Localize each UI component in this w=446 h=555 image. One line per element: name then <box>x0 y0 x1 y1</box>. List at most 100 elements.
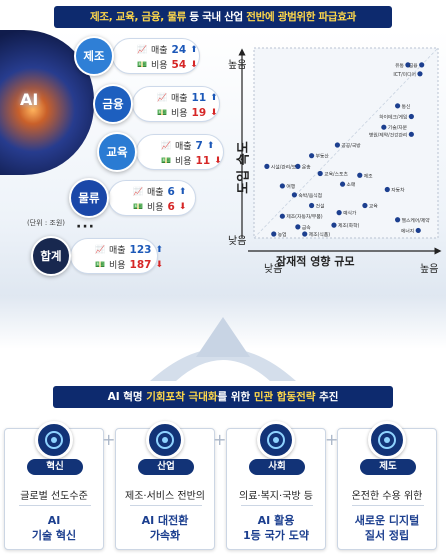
data-point <box>271 231 277 237</box>
unit-label: (단위 : 조원) <box>27 219 66 227</box>
sales-row: 📈 매출 24 ⬆ <box>137 43 198 57</box>
sales-row: 📈 매출 6 ⬆ <box>133 185 186 199</box>
data-point-label: 교육 <box>369 204 378 210</box>
cost-label: 비용 <box>108 261 126 271</box>
sales-icon: 📈 <box>137 45 147 54</box>
data-point-label: 건설 <box>316 203 325 210</box>
data-point-label: 에너지 <box>401 227 414 234</box>
sales-up-icon: ⬆ <box>206 140 215 151</box>
data-point <box>279 213 285 219</box>
cost-icon: 💵 <box>137 60 147 69</box>
cost-value: 187 <box>129 258 152 271</box>
data-point <box>264 163 270 169</box>
title-mid: 등 국내 산업 <box>186 11 247 23</box>
sales-up-icon: ⬆ <box>190 44 198 55</box>
card-headline-1: 새로운 디지털 <box>354 514 420 527</box>
data-point <box>339 181 346 187</box>
sales-icon: 📈 <box>133 187 143 196</box>
data-point <box>417 71 423 77</box>
strategy-card: 제도 온전한 수용 위한 새로운 디지털 질서 정립 <box>337 421 437 550</box>
cost-down-icon: ⬇ <box>155 259 163 270</box>
card-tag: 산업 <box>138 459 194 475</box>
data-point <box>336 210 342 216</box>
industry-stat-box: 📈 매출 24 ⬆ 💵 비용 54 ⬇ <box>112 38 200 74</box>
factory-icon <box>146 421 184 459</box>
cost-row: 💵 비용 187 ⬇ <box>95 258 163 272</box>
data-point <box>419 62 425 68</box>
strategy-card: 혁신 글로벌 선도수준 AI 기술 혁신 <box>4 421 104 550</box>
card-headline-2: 1등 국가 도약 <box>243 529 309 542</box>
card-description: 온전한 수용 위한 <box>351 491 423 502</box>
data-point-label: 제조(식품) <box>309 231 331 238</box>
data-point-label: 숙박/음식점 <box>298 192 322 199</box>
strategy-pre: AI 혁명 <box>107 391 147 403</box>
data-point <box>291 192 297 198</box>
data-point <box>302 231 308 237</box>
card-description: 제조·서비스 전반의 <box>125 491 205 502</box>
data-point <box>309 153 315 159</box>
sales-up-icon: ⬆ <box>155 244 163 255</box>
data-point <box>395 217 401 223</box>
industry-circle: 합계 <box>31 236 71 276</box>
card-tag: 사회 <box>249 459 305 475</box>
data-point-label: 여행 <box>286 183 295 190</box>
cost-value: 11 <box>195 154 211 167</box>
data-point <box>384 186 390 193</box>
data-point-label: 제조(자동차/부품) <box>286 213 322 220</box>
cost-down-icon: ⬇ <box>210 107 218 118</box>
card-divider <box>19 505 91 506</box>
cost-down-icon: ⬇ <box>214 155 222 166</box>
title-banner: 제조, 교육, 금융, 물류 등 국내 산업 전반에 광범위한 파급효과 <box>54 6 392 28</box>
card-headline-1: AI <box>47 514 61 527</box>
data-point-label: 헬스케어/제약 <box>402 217 431 224</box>
cost-icon: 💵 <box>157 108 167 117</box>
sales-icon: 📈 <box>95 245 105 254</box>
cost-icon: 💵 <box>133 202 143 211</box>
plus-icon: + <box>213 430 227 449</box>
strategy-mid: 를 위한 <box>217 391 254 403</box>
plus-icon: + <box>102 430 116 449</box>
sales-row: 📈 매출 123 ⬆ <box>95 243 163 257</box>
data-point <box>362 202 368 209</box>
data-point <box>295 163 301 169</box>
sales-row: 📈 매출 11 ⬆ <box>157 91 218 105</box>
data-point <box>408 113 414 120</box>
data-point <box>331 222 337 228</box>
card-headline-1: AI 대전환 <box>141 514 189 527</box>
data-point <box>309 202 315 209</box>
card-headline: AI 기술 혁신 <box>5 513 103 543</box>
cost-label: 비용 <box>150 61 168 71</box>
cost-row: 💵 비용 11 ⬇ <box>161 154 222 168</box>
transition-area <box>0 295 446 385</box>
sales-label: 매출 <box>150 46 168 56</box>
industry-circle: 제조 <box>74 36 114 76</box>
sales-label: 매출 <box>146 188 164 198</box>
data-point-label: 교육/스포츠 <box>324 171 348 177</box>
adoption-impact-chart: 도입 속도 높음 낮음 낮음 높음 잠재적 영향 규모 유통 금융 ICT/미디어 통… <box>220 38 446 288</box>
gear-icon <box>368 421 406 459</box>
sales-value: 24 <box>171 43 187 56</box>
card-headline-2: 가속화 <box>149 529 181 542</box>
card-headline: AI 활용 1등 국가 도약 <box>227 513 325 543</box>
plus-icon: + <box>325 430 339 449</box>
strategy-hl-2: 민관 합동전략 <box>253 391 316 403</box>
sales-value: 6 <box>167 185 175 198</box>
cost-value: 19 <box>191 106 207 119</box>
data-point-label: 부동산 <box>316 153 330 160</box>
cost-down-icon: ⬇ <box>178 201 187 212</box>
title-highlight-2: 전반에 광범위한 파급효과 <box>246 11 356 23</box>
cost-value: 6 <box>167 200 175 213</box>
title-highlight-1: 제조, 교육, 금융, 물류 <box>90 11 187 23</box>
data-point <box>415 227 421 234</box>
data-point-label: 시설/관리/보수 <box>271 163 301 170</box>
data-point-label: 제조(화학) <box>338 222 360 229</box>
strategy-hl-1: 기회포착 극대화 <box>146 391 218 403</box>
card-headline-2: 질서 정립 <box>364 529 410 542</box>
data-point-label: 제조 <box>364 172 373 179</box>
card-description: 의료·복지·국방 등 <box>239 491 313 502</box>
data-point <box>408 131 414 137</box>
strategy-post: 추진 <box>315 391 339 403</box>
cost-down-icon: ⬇ <box>190 59 198 70</box>
